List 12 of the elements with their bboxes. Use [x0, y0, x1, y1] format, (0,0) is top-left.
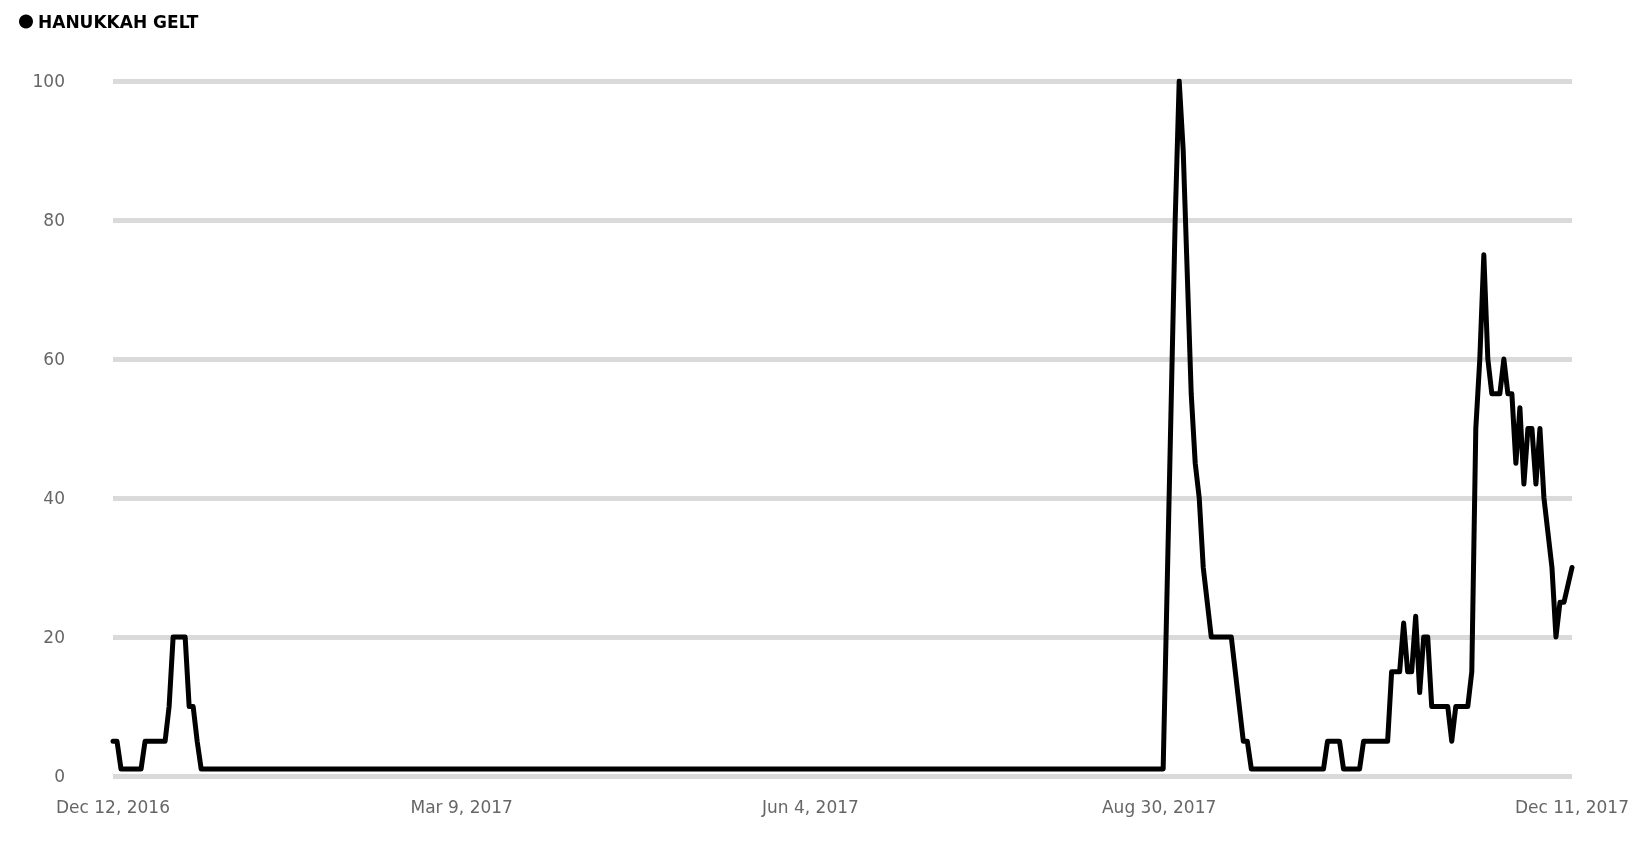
x-tick-label: Mar 9, 2017 [410, 796, 513, 817]
y-tick-label: 20 [43, 627, 65, 647]
x-tick-label: Aug 30, 2017 [1101, 796, 1217, 817]
y-tick-label: 100 [32, 71, 65, 91]
x-tick-label: Dec 11, 2017 [1514, 796, 1630, 817]
y-tick-label: 40 [43, 488, 65, 508]
x-tick-label: Dec 12, 2016 [55, 796, 171, 817]
y-tick-label: 0 [54, 766, 65, 786]
y-tick-label: 60 [43, 349, 65, 369]
x-tick-label: Jun 4, 2017 [761, 796, 859, 817]
y-tick-label: 80 [43, 210, 65, 230]
legend-label: HANUKKAH GELT [38, 11, 199, 32]
